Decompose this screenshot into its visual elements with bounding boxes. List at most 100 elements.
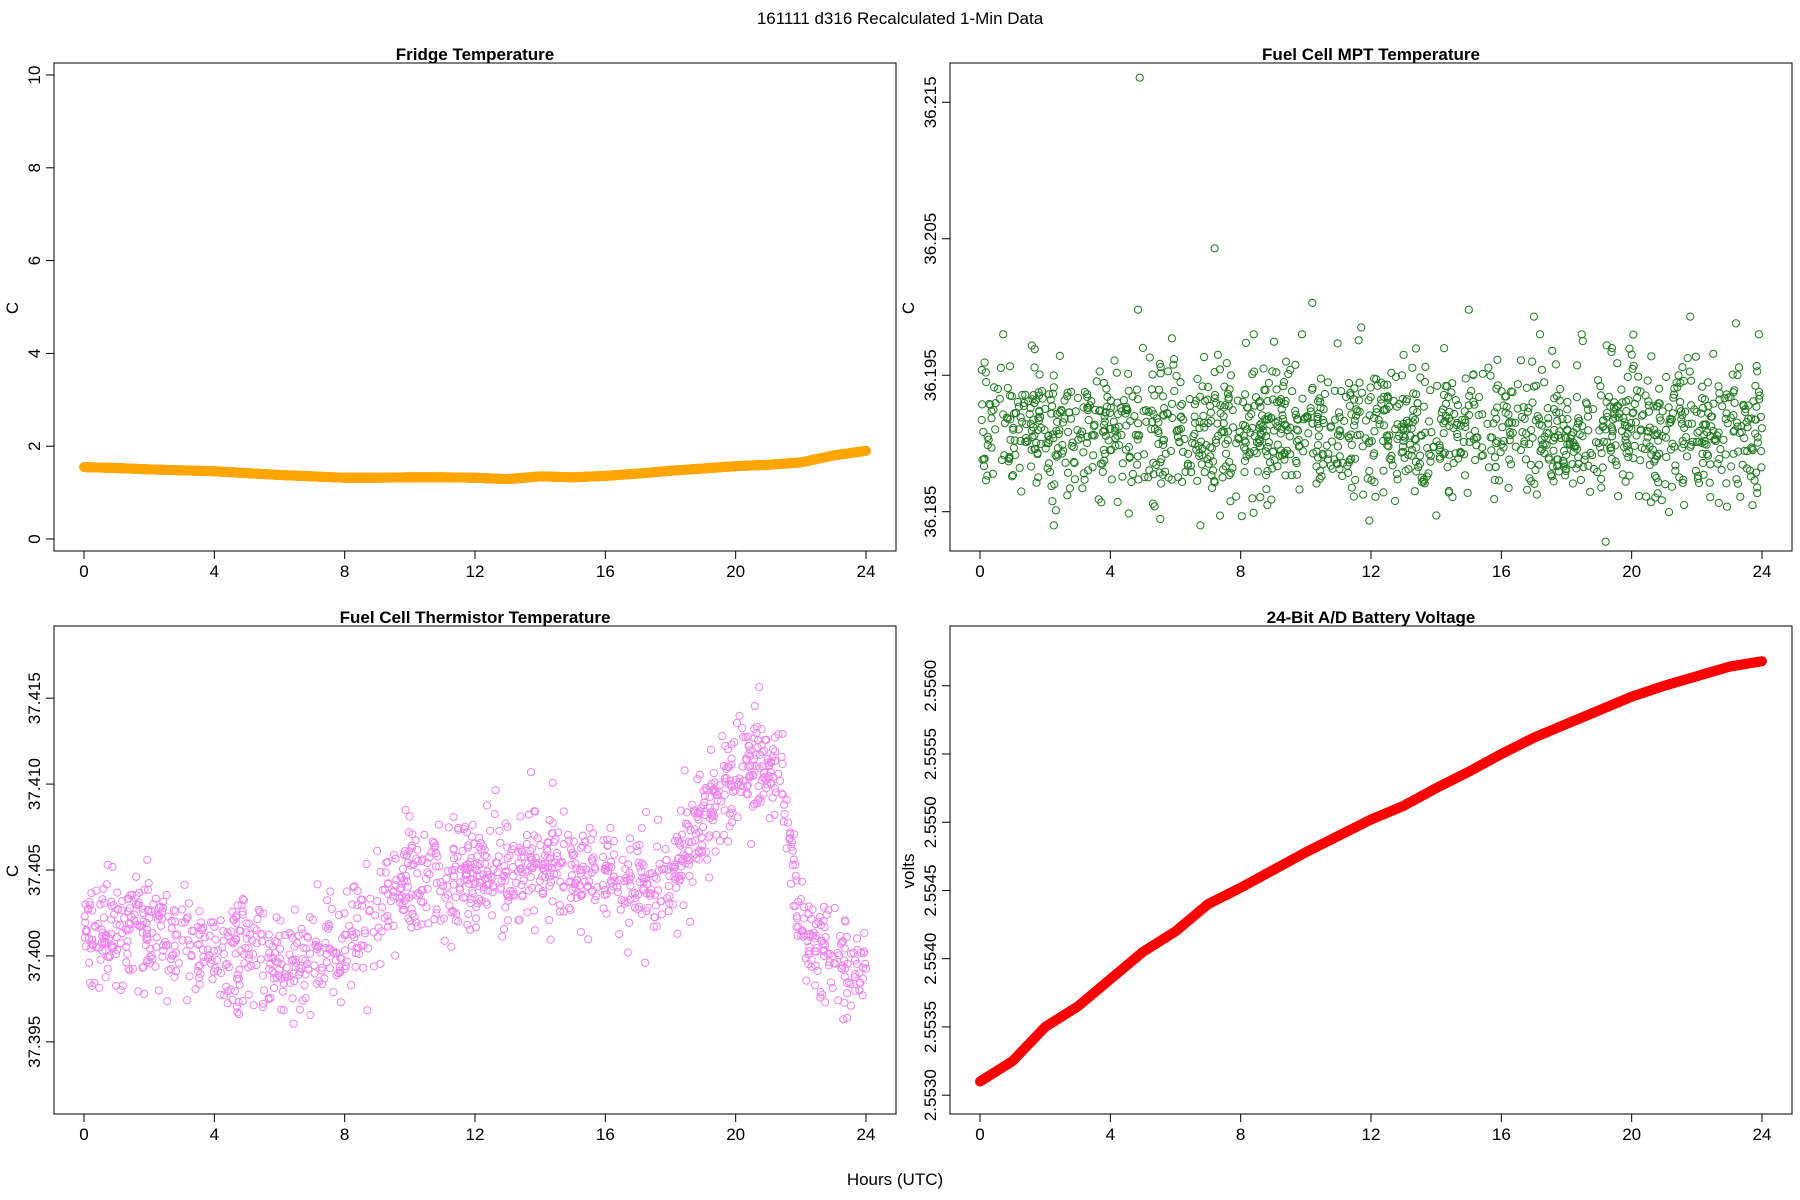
data-point [1738, 460, 1747, 469]
data-point [1345, 401, 1354, 410]
data-point [1644, 427, 1653, 436]
y-tick-label: 37.395 [25, 1016, 44, 1068]
data-point [1551, 360, 1560, 369]
data-point [205, 931, 214, 940]
data-point [1350, 421, 1359, 430]
data-point [407, 904, 416, 913]
data-point [1320, 389, 1330, 399]
data-point [116, 986, 125, 995]
data-point [1335, 452, 1344, 461]
data-point [1693, 474, 1703, 483]
data-point [1463, 488, 1472, 497]
data-point [735, 711, 744, 720]
data-point [1191, 418, 1200, 427]
data-point [152, 933, 161, 942]
data-point [1528, 357, 1537, 366]
data-point [1065, 484, 1075, 493]
data-point [235, 965, 244, 974]
data-point [1293, 415, 1303, 424]
data-point [559, 807, 568, 816]
data-point [1344, 379, 1354, 388]
data-point [1082, 438, 1092, 447]
y-tick-label: 36.205 [921, 213, 940, 265]
data-point [1533, 412, 1542, 421]
data-point [1259, 364, 1268, 373]
data-point [1537, 365, 1547, 374]
data-point [327, 904, 336, 914]
data-point [584, 935, 593, 944]
data-point [1215, 365, 1225, 374]
data-point [1717, 465, 1726, 475]
data-point [1752, 361, 1761, 371]
data-point [1654, 449, 1664, 458]
x-tick-label: 4 [210, 1125, 219, 1144]
data-point [103, 860, 112, 869]
data-point [1148, 370, 1157, 379]
data-point [1121, 445, 1131, 454]
data-point [1664, 507, 1674, 517]
data-point [1597, 449, 1606, 458]
data-point [1122, 421, 1131, 430]
data-point [977, 415, 986, 425]
x-tick-label: 12 [1362, 562, 1381, 581]
data-point [1223, 389, 1233, 398]
data-point [1703, 378, 1712, 387]
data-point [1753, 367, 1762, 376]
data-point [1015, 463, 1024, 472]
data-point [598, 852, 608, 862]
data-point [1347, 410, 1356, 419]
data-point [1511, 442, 1520, 451]
data-point [1441, 399, 1451, 408]
data-point [1132, 385, 1142, 394]
data-point [491, 786, 500, 795]
data-point [1156, 369, 1165, 378]
data-point [1672, 378, 1681, 387]
data-point [164, 966, 173, 975]
data-point [1387, 368, 1396, 377]
data-point [1416, 373, 1425, 382]
data-point [1453, 429, 1462, 439]
data-point [1336, 387, 1346, 396]
data-point [184, 899, 194, 908]
data-point [1009, 443, 1019, 453]
data-point [468, 820, 477, 830]
data-point [1465, 391, 1474, 400]
data-point [1408, 418, 1417, 427]
data-point [1426, 386, 1435, 395]
data-point [1407, 451, 1416, 460]
data-point [1226, 497, 1235, 506]
data-point [1204, 459, 1213, 468]
data-point [1563, 405, 1572, 414]
data-point [1491, 463, 1500, 472]
data-point [861, 445, 871, 456]
data-point [777, 752, 786, 761]
data-point [606, 823, 615, 833]
data-point [1574, 414, 1583, 423]
data-point [1674, 371, 1683, 380]
data-point [178, 905, 187, 914]
data-point [725, 822, 734, 831]
outlier-point [1210, 244, 1219, 253]
data-point [503, 854, 512, 863]
data-point [495, 826, 504, 836]
x-tick-label: 4 [1106, 562, 1115, 581]
data-point [362, 859, 371, 869]
data-point [1549, 477, 1558, 486]
data-point [1719, 435, 1728, 444]
data-point [398, 864, 408, 874]
data-point [1249, 508, 1258, 517]
data-point [306, 1010, 315, 1020]
data-point [1412, 390, 1421, 399]
data-point [1572, 464, 1581, 473]
data-point [1051, 506, 1061, 515]
data-point [615, 930, 624, 939]
data-point [288, 994, 297, 1003]
data-point [625, 918, 634, 927]
data-point [1736, 492, 1745, 501]
data-point [451, 893, 460, 902]
data-point [846, 1001, 856, 1010]
data-point [711, 847, 720, 856]
data-point [1572, 393, 1582, 402]
data-point [467, 832, 476, 841]
data-point [1109, 417, 1118, 426]
